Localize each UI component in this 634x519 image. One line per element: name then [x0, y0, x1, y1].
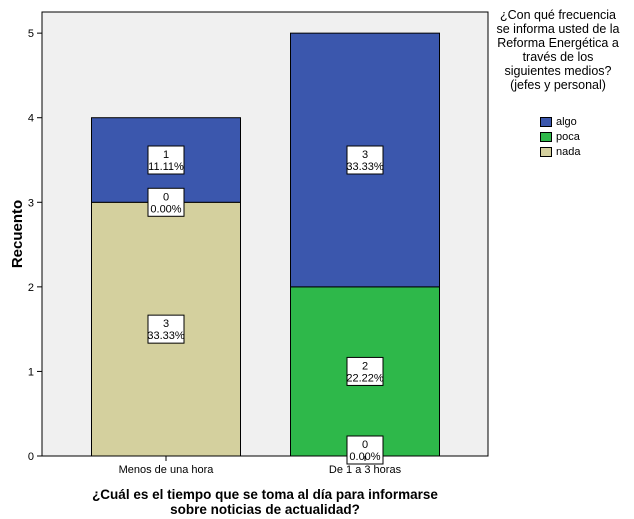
legend-title-line: (jefes y personal) — [510, 78, 606, 92]
y-tick-label: 3 — [28, 197, 34, 209]
y-tick-label: 0 — [28, 451, 34, 463]
legend-item-poca: poca — [540, 129, 580, 144]
x-tick-label: De 1 a 3 horas — [329, 464, 402, 476]
x-tick-label: Menos de una hora — [119, 464, 215, 476]
legend-title-line: siguientes medios? — [504, 64, 612, 78]
x-axis-title: sobre noticias de actualidad? — [170, 502, 360, 517]
data-label-box — [346, 435, 384, 465]
data-label-count: 3 — [362, 149, 368, 161]
data-label-count: 1 — [163, 149, 169, 161]
y-tick-label: 2 — [28, 282, 34, 294]
legend-title-line: través de los — [522, 50, 594, 64]
y-axis-title: Recuento — [9, 200, 26, 268]
legend-label-nada: nada — [556, 145, 581, 158]
data-label-box — [346, 356, 384, 386]
legend-title-line: Reforma Energética a — [497, 36, 619, 50]
legend-swatch-algo — [540, 116, 552, 127]
data-label-box — [147, 187, 185, 217]
data-label-box — [346, 145, 384, 175]
legend-title: ¿Con qué frecuencia se informa usted de … — [482, 8, 634, 92]
legend: algo poca nada — [540, 114, 580, 159]
data-label-count: 0 — [163, 191, 169, 203]
legend-swatch-poca — [540, 131, 552, 142]
data-label-count: 3 — [163, 318, 169, 330]
data-label-percent: 22.22% — [346, 372, 384, 384]
legend-item-algo: algo — [540, 114, 580, 129]
y-tick-label: 1 — [28, 366, 34, 378]
data-label-count: 2 — [362, 360, 368, 372]
y-tick-label: 4 — [28, 113, 34, 125]
x-axis-title: ¿Cuál es el tiempo que se toma al día pa… — [92, 487, 438, 502]
legend-item-nada: nada — [540, 144, 580, 159]
data-label-count: 0 — [362, 439, 368, 451]
legend-label-poca: poca — [556, 130, 580, 143]
legend-label-algo: algo — [556, 115, 577, 128]
data-label-box — [147, 145, 185, 175]
data-label-percent: 11.11% — [148, 161, 184, 173]
data-label-percent: 0.00% — [150, 203, 181, 215]
legend-title-line: se informa usted de la — [496, 22, 620, 36]
data-label-percent: 33.33% — [147, 330, 185, 342]
legend-title-line: ¿Con qué frecuencia — [499, 8, 617, 22]
legend-swatch-nada — [540, 146, 552, 157]
data-label-box — [147, 314, 185, 344]
y-tick-label: 5 — [28, 28, 34, 40]
data-label-percent: 33.33% — [346, 161, 384, 173]
